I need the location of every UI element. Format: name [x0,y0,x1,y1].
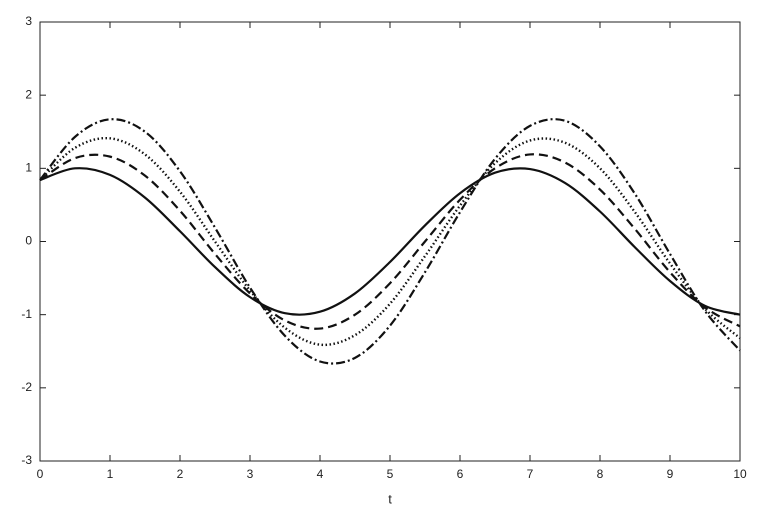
y-tick-label: -3 [21,453,32,467]
x-tick-label: 9 [667,467,674,481]
y-tick-label: -2 [21,380,32,394]
x-tick-label: 7 [527,467,534,481]
x-tick-label: 1 [107,467,114,481]
y-tick-label: 3 [25,14,32,28]
y-tick-label: 0 [25,234,32,248]
plot-box [39,21,741,462]
series-line [39,136,741,347]
x-tick-label: 4 [317,467,324,481]
x-tick-label: 5 [387,467,394,481]
y-tick-label: -1 [21,307,32,321]
series-line [39,153,741,330]
y-tick-label: 1 [25,161,32,175]
x-tick-label: 8 [597,467,604,481]
x-tick-label: 10 [733,467,747,481]
y-tick-label: 2 [25,87,32,101]
series-line [39,167,741,316]
series-line [39,118,741,365]
x-tick-label: 0 [37,467,44,481]
x-tick-label: 2 [177,467,184,481]
x-tick-label: 3 [247,467,254,481]
x-axis-label: t [388,491,392,506]
x-tick-label: 6 [457,467,464,481]
